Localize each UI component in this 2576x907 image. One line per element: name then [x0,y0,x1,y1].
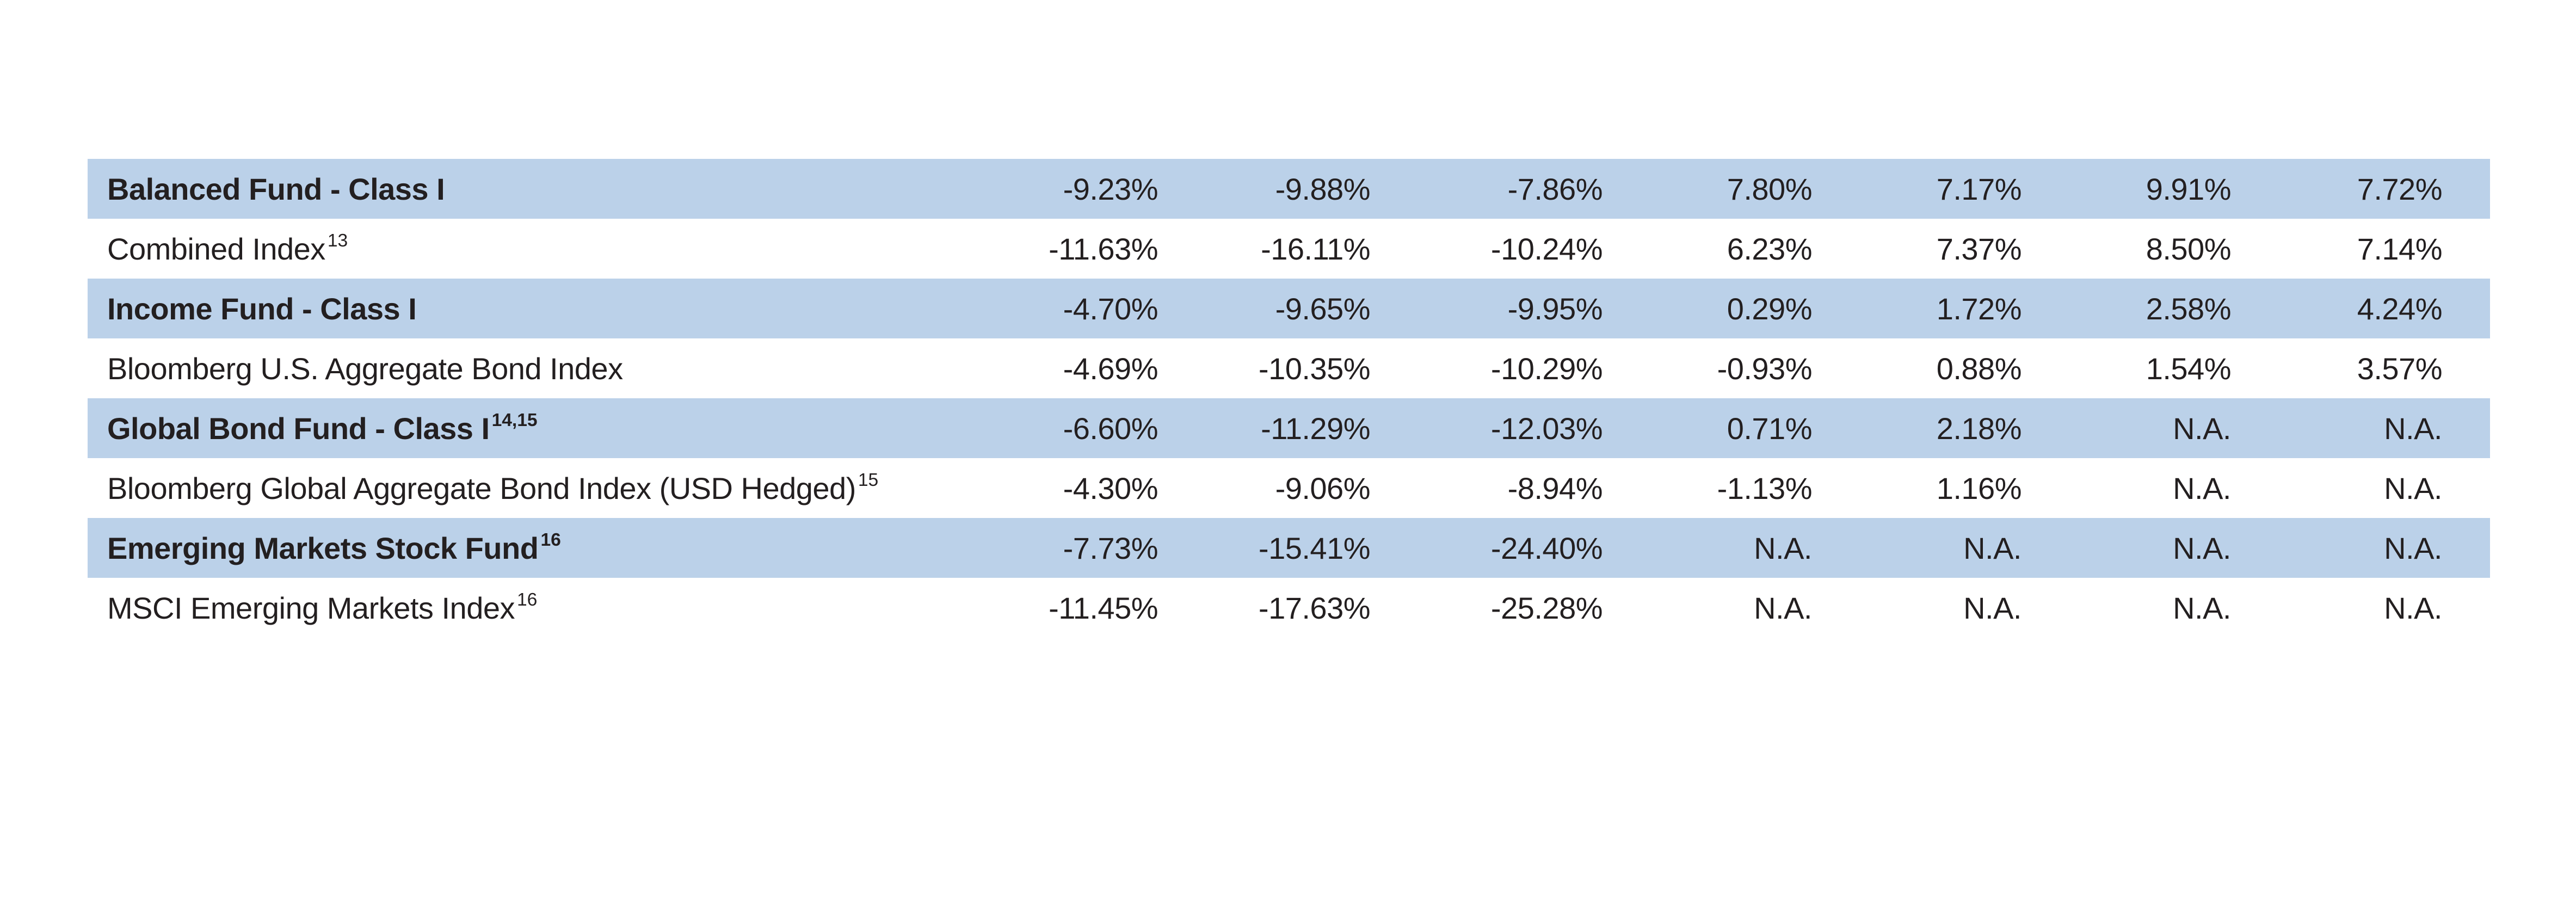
value-cell: -9.65% [1275,291,1371,326]
value-cell: -6.60% [1063,411,1158,446]
value-cell: 7.80% [1727,171,1813,206]
value-cell: 0.29% [1727,291,1813,326]
value-cell: -11.45% [1049,590,1158,625]
value-cell: -17.63% [1258,590,1371,625]
table-row-msci-emerging-index: MSCI Emerging Markets Index 16 -11.45% -1… [88,578,2490,638]
value-cell: 1.72% [1936,291,2022,326]
table-row-bloomberg-global-agg: Bloomberg Global Aggregate Bond Index (U… [88,458,2490,518]
benchmark-name-text: MSCI Emerging Markets Index [107,590,515,625]
footnote-ref: 15 [858,470,879,490]
benchmark-name-text: Combined Index [107,231,325,266]
footnote-ref: 16 [516,589,538,610]
value-cell: -25.28% [1490,590,1603,625]
value-cell: N.A. [2173,411,2231,446]
footnote-ref: 16 [540,529,561,550]
fund-name: Global Bond Fund - Class I 14,15 [88,411,929,446]
value-cell: -11.63% [1049,231,1158,266]
value-cell: 2.18% [1936,411,2022,446]
value-cell: -9.06% [1275,471,1371,505]
benchmark-name: Combined Index 13 [88,231,929,267]
value-cell: -12.03% [1490,411,1603,446]
benchmark-name: MSCI Emerging Markets Index 16 [88,590,929,626]
table-row-combined-index: Combined Index 13 -11.63% -16.11% -10.24%… [88,219,2490,279]
value-cell: N.A. [2384,411,2442,446]
value-cell: -9.23% [1063,171,1158,206]
fund-name-text: Balanced Fund - Class I [107,171,445,206]
table-row-income-fund: Income Fund - Class I -4.70% -9.65% -9.9… [88,279,2490,338]
value-cell: -7.86% [1507,171,1603,206]
value-cell: N.A. [2384,590,2442,625]
value-cell: N.A. [2384,530,2442,565]
value-cell: N.A. [1754,590,1812,625]
value-cell: 2.58% [2146,291,2232,326]
value-cell: -10.35% [1258,351,1371,386]
value-cell: N.A. [1963,530,2022,565]
benchmark-name: Bloomberg U.S. Aggregate Bond Index [88,351,929,386]
value-cell: 3.57% [2357,351,2443,386]
value-cell: 1.54% [2146,351,2232,386]
fund-performance-table: Balanced Fund - Class I -9.23% -9.88% -7… [88,159,2490,638]
fund-name: Emerging Markets Stock Fund 16 [88,530,929,566]
value-cell: 1.16% [1936,471,2022,505]
value-cell: -0.93% [1717,351,1813,386]
value-cell: 4.24% [2357,291,2443,326]
value-cell: 0.71% [1727,411,1813,446]
value-cell: -4.69% [1063,351,1158,386]
value-cell: -4.30% [1063,471,1158,505]
fund-name: Balanced Fund - Class I [88,171,929,207]
benchmark-name-text: Bloomberg U.S. Aggregate Bond Index [107,351,623,386]
value-cell: 8.50% [2146,231,2232,266]
table-row-balanced-fund: Balanced Fund - Class I -9.23% -9.88% -7… [88,159,2490,219]
fund-name-text: Emerging Markets Stock Fund [107,530,539,565]
value-cell: -7.73% [1063,530,1158,565]
value-cell: 7.17% [1936,171,2022,206]
value-cell: N.A. [1754,530,1812,565]
table-row-global-bond-fund: Global Bond Fund - Class I 14,15 -6.60% -… [88,398,2490,458]
value-cell: -9.95% [1507,291,1603,326]
value-cell: 9.91% [2146,171,2232,206]
value-cell: N.A. [1963,590,2022,625]
value-cell: 0.88% [1936,351,2022,386]
value-cell: N.A. [2173,471,2231,505]
value-cell: 6.23% [1727,231,1813,266]
value-cell: N.A. [2384,471,2442,505]
table-row-emerging-markets-fund: Emerging Markets Stock Fund 16 -7.73% -15… [88,518,2490,578]
benchmark-name-text: Bloomberg Global Aggregate Bond Index (U… [107,471,856,505]
footnote-ref: 13 [327,230,348,251]
fund-name-text: Global Bond Fund - Class I [107,411,490,446]
value-cell: -10.29% [1490,351,1603,386]
benchmark-name: Bloomberg Global Aggregate Bond Index (U… [88,471,929,506]
value-cell: -24.40% [1490,530,1603,565]
value-cell: -8.94% [1507,471,1603,505]
value-cell: -1.13% [1717,471,1813,505]
footnote-ref: 14,15 [491,410,538,430]
value-cell: -9.88% [1275,171,1371,206]
value-cell: -11.29% [1261,411,1370,446]
value-cell: -16.11% [1261,231,1370,266]
fund-name-text: Income Fund - Class I [107,291,417,326]
value-cell: 7.14% [2357,231,2443,266]
value-cell: 7.37% [1936,231,2022,266]
table-row-bloomberg-us-agg: Bloomberg U.S. Aggregate Bond Index -4.6… [88,338,2490,398]
value-cell: N.A. [2173,530,2231,565]
value-cell: N.A. [2173,590,2231,625]
value-cell: 7.72% [2357,171,2443,206]
value-cell: -4.70% [1063,291,1158,326]
fund-name: Income Fund - Class I [88,291,929,326]
value-cell: -10.24% [1490,231,1603,266]
value-cell: -15.41% [1258,530,1371,565]
